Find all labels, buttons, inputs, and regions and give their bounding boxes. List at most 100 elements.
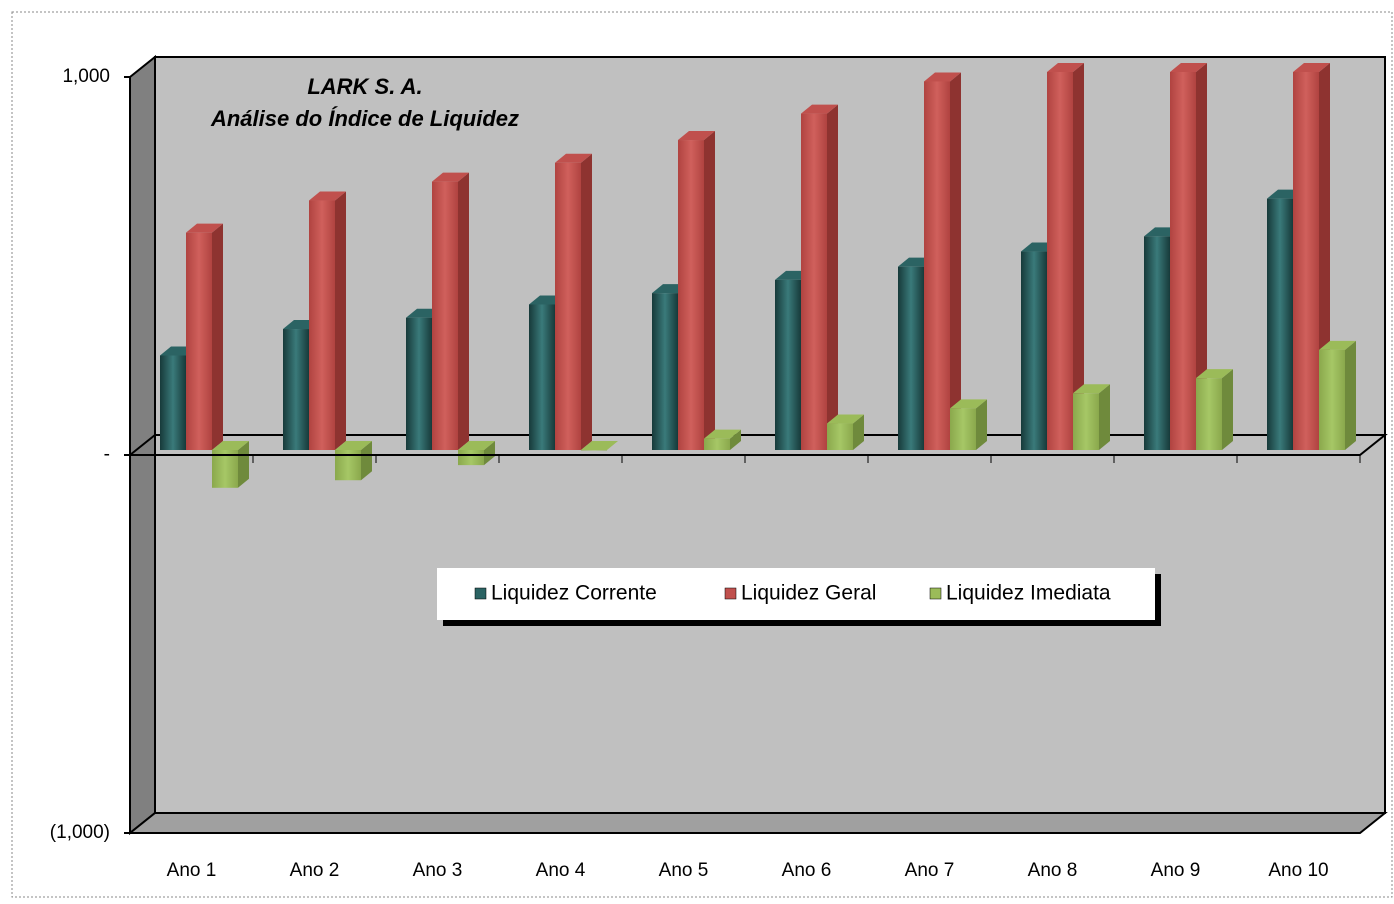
bar-front (1144, 236, 1170, 450)
bar (432, 172, 469, 450)
bar-front (1196, 378, 1222, 450)
bar-front (775, 279, 801, 450)
bar-side (335, 191, 346, 450)
bar (950, 399, 987, 450)
bar-top (1293, 63, 1330, 72)
bar-front (704, 438, 730, 450)
bar-side (950, 72, 961, 450)
x-tick-label: Ano 9 (1151, 860, 1201, 881)
legend (437, 568, 1155, 620)
bar-front (1073, 393, 1099, 450)
bar-top (1170, 63, 1207, 72)
bar-front (1170, 72, 1196, 450)
bar-side (361, 441, 372, 481)
x-tick-label: Ano 2 (290, 860, 340, 881)
bar (581, 441, 618, 451)
bar-front (801, 113, 827, 450)
bar-top (801, 104, 838, 114)
bar (924, 72, 961, 450)
bar-side (1196, 63, 1207, 450)
bar-top (581, 441, 618, 450)
bar-top (555, 153, 592, 163)
bar (1196, 369, 1233, 450)
bar-front (212, 450, 238, 488)
bar-front (555, 162, 581, 450)
bar-top (827, 414, 864, 424)
bar-top (309, 191, 346, 201)
bar-top (678, 131, 715, 141)
bar (335, 441, 372, 481)
bar-front (1267, 198, 1293, 450)
bar-front (406, 317, 432, 450)
bar-front (1021, 251, 1047, 450)
y-tick-label: - (104, 444, 110, 465)
bar-side (458, 172, 469, 450)
bar-top (1319, 340, 1356, 350)
bar (678, 131, 715, 451)
bar-side (1345, 340, 1356, 450)
bar-top (186, 223, 223, 233)
bar-front (924, 81, 950, 450)
bar (704, 429, 741, 450)
x-tick-label: Ano 8 (1028, 860, 1078, 881)
bar-side (1222, 369, 1233, 450)
bar-top (704, 429, 741, 439)
bar-top (950, 399, 987, 409)
bar-top (1047, 63, 1084, 72)
bar-side (212, 223, 223, 450)
bar-side (853, 414, 864, 450)
bar-top (1073, 384, 1110, 394)
bar-side (1073, 63, 1084, 450)
bar-top (432, 172, 469, 182)
x-tick-label: Ano 6 (782, 860, 832, 881)
bar-front (458, 450, 484, 466)
bar (827, 414, 864, 450)
y-tick-label: 1,000 (62, 66, 110, 87)
bar-side (730, 429, 741, 450)
bar-front (432, 181, 458, 450)
x-tick-label: Ano 7 (905, 860, 955, 881)
x-tick-label: Ano 10 (1268, 860, 1328, 881)
bar-top (924, 72, 961, 82)
bar-top (458, 441, 495, 450)
bar-front (1319, 349, 1345, 450)
bar-front (898, 266, 924, 450)
bar (458, 441, 495, 466)
page-border (11, 11, 1393, 898)
bar-top (335, 441, 372, 450)
bar (1319, 340, 1356, 450)
legend-label: Liquidez Imediata (946, 582, 1111, 605)
bar-front (160, 355, 186, 450)
bar (1073, 384, 1110, 450)
chart-title: LARK S. A. (307, 74, 422, 99)
bar (186, 223, 223, 450)
bar-front (1293, 72, 1319, 450)
bar-side (484, 441, 495, 466)
bar (1170, 63, 1207, 450)
bar-side (581, 153, 592, 450)
bar-front (529, 304, 555, 450)
bar-side (827, 104, 838, 450)
bar-front (186, 232, 212, 450)
bar-front (283, 329, 309, 450)
legend-swatch (724, 587, 737, 600)
bar-front (678, 140, 704, 451)
bar (555, 153, 592, 450)
bar (212, 441, 249, 488)
legend-label: Liquidez Geral (741, 582, 876, 605)
legend-label: Liquidez Corrente (491, 582, 657, 605)
bar-front (827, 423, 853, 450)
chart-subtitle: Análise do Índice de Liquidez (210, 106, 519, 131)
bar-top (212, 441, 249, 450)
bar (309, 191, 346, 450)
legend-swatch (474, 587, 487, 600)
bar-side (976, 399, 987, 450)
bar-front (1047, 72, 1073, 450)
x-tick-label: Ano 4 (536, 860, 586, 881)
bar-side (704, 131, 715, 451)
bar-front (309, 200, 335, 450)
bar (801, 104, 838, 450)
floor (127, 812, 1388, 834)
x-tick-label: Ano 5 (659, 860, 709, 881)
